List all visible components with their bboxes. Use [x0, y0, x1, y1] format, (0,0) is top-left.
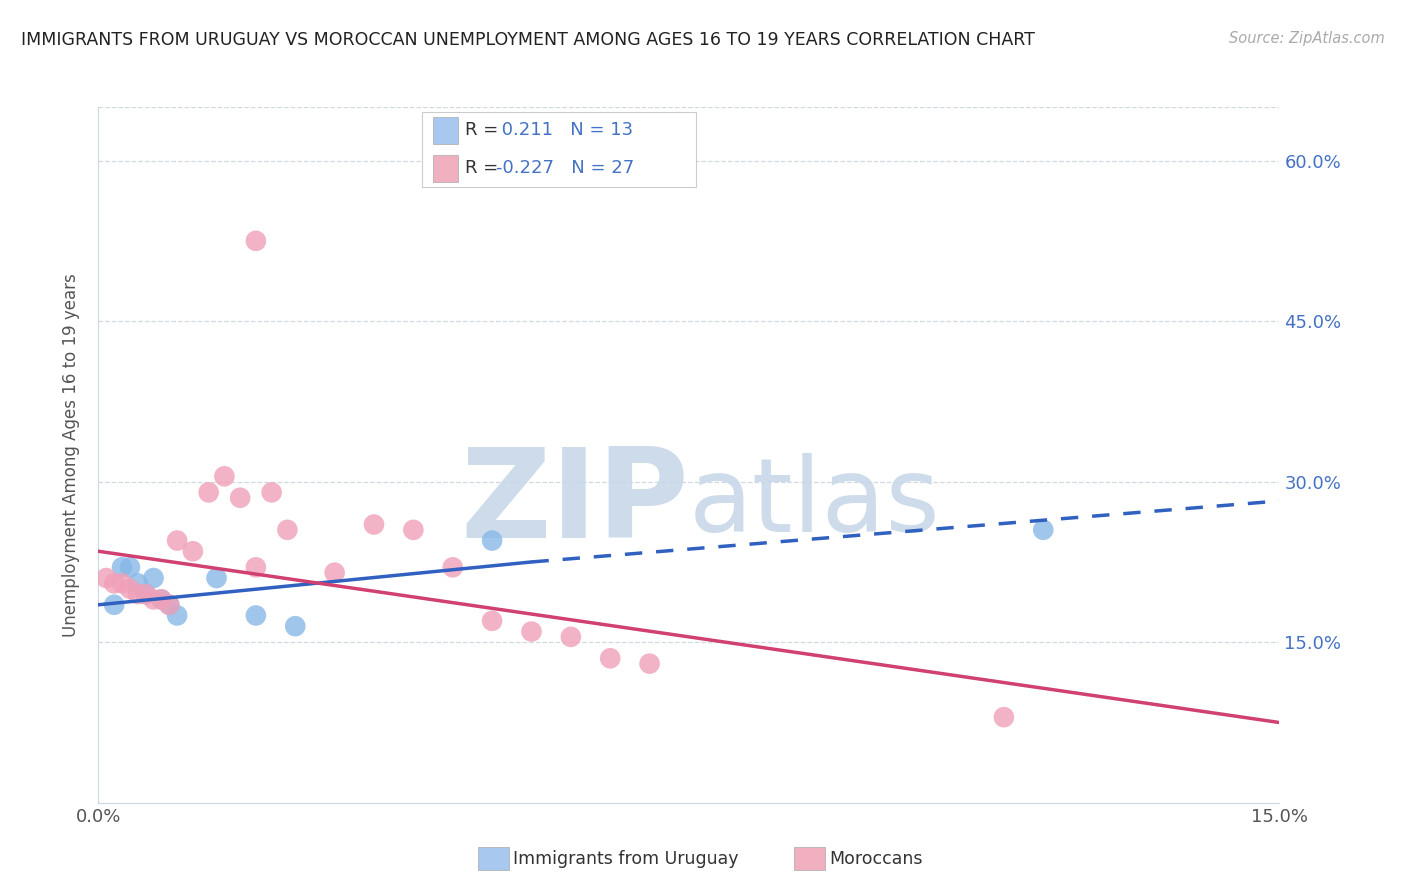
Point: [260, 485, 283, 500]
Point: [135, 587, 157, 601]
Point: [284, 619, 307, 633]
Point: [111, 560, 134, 574]
Point: [638, 657, 661, 671]
Point: [205, 571, 228, 585]
Point: [96, 571, 118, 585]
Text: atlas: atlas: [689, 453, 941, 554]
Point: [111, 576, 134, 591]
Point: [520, 624, 543, 639]
Point: [993, 710, 1015, 724]
Point: [118, 582, 141, 596]
Point: [157, 598, 180, 612]
Point: [181, 544, 204, 558]
Text: IMMIGRANTS FROM URUGUAY VS MOROCCAN UNEMPLOYMENT AMONG AGES 16 TO 19 YEARS CORRE: IMMIGRANTS FROM URUGUAY VS MOROCCAN UNEM…: [21, 31, 1035, 49]
Point: [323, 566, 346, 580]
Point: [142, 592, 165, 607]
Point: [127, 576, 149, 591]
Point: [135, 587, 157, 601]
Point: [150, 592, 173, 607]
Text: Moroccans: Moroccans: [830, 849, 924, 868]
Point: [481, 614, 503, 628]
Point: [118, 560, 141, 574]
Text: -0.227   N = 27: -0.227 N = 27: [496, 160, 634, 178]
Point: [197, 485, 219, 500]
Text: R =: R =: [465, 160, 505, 178]
Point: [166, 608, 188, 623]
Text: 0.211   N = 13: 0.211 N = 13: [496, 121, 634, 139]
Point: [166, 533, 188, 548]
Point: [1032, 523, 1054, 537]
Point: [157, 598, 180, 612]
Point: [402, 523, 425, 537]
Point: [560, 630, 582, 644]
Point: [441, 560, 464, 574]
Point: [127, 587, 149, 601]
Text: ZIP: ZIP: [460, 443, 689, 564]
Point: [142, 571, 165, 585]
Point: [481, 533, 503, 548]
Point: [103, 576, 125, 591]
Point: [245, 234, 267, 248]
Point: [150, 592, 173, 607]
Point: [276, 523, 298, 537]
Point: [245, 608, 267, 623]
Text: R =: R =: [465, 121, 505, 139]
Point: [229, 491, 252, 505]
Point: [245, 560, 267, 574]
Text: Source: ZipAtlas.com: Source: ZipAtlas.com: [1229, 31, 1385, 46]
Point: [363, 517, 385, 532]
Y-axis label: Unemployment Among Ages 16 to 19 years: Unemployment Among Ages 16 to 19 years: [62, 273, 80, 637]
Point: [103, 598, 125, 612]
Point: [214, 469, 236, 483]
Text: Immigrants from Uruguay: Immigrants from Uruguay: [513, 849, 738, 868]
Point: [599, 651, 621, 665]
